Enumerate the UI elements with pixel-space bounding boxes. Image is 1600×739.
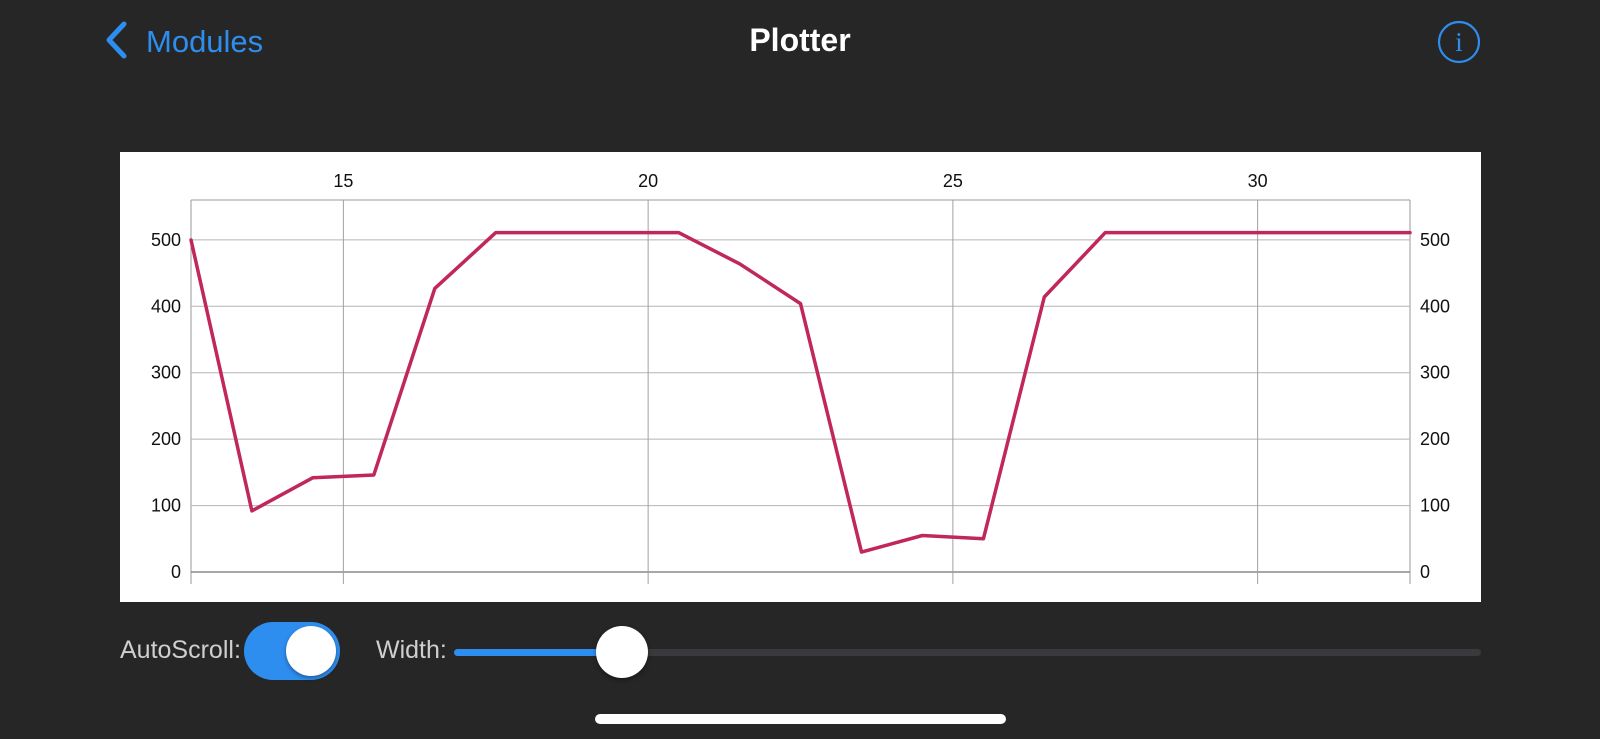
autoscroll-toggle[interactable] xyxy=(244,622,340,680)
back-button-label: Modules xyxy=(146,24,264,59)
slider-thumb[interactable] xyxy=(596,626,649,678)
y-tick-label-left: 0 xyxy=(171,562,181,582)
y-tick-label-right: 0 xyxy=(1420,562,1430,582)
grid xyxy=(190,199,1411,584)
x-tick-label: 25 xyxy=(943,171,963,191)
autoscroll-label: AutoScroll: xyxy=(120,636,241,664)
y-tick-label-left: 400 xyxy=(151,296,181,316)
y-tick-label-left: 100 xyxy=(151,496,181,516)
series-layer xyxy=(189,230,1412,554)
back-button[interactable]: Modules xyxy=(104,20,263,64)
plot-chart: 0 0 100 100 200 200 300 300 400 400 500 500 15 20 25 30 xyxy=(151,171,1450,584)
x-tick-label: 20 xyxy=(638,171,658,191)
chevron-left-icon xyxy=(104,21,130,64)
y-tick-label-left: 200 xyxy=(151,429,181,449)
info-button[interactable]: i xyxy=(1437,20,1481,64)
chart-panel: 0 0 100 100 200 200 300 300 400 400 500 500 15 20 25 30 xyxy=(120,152,1481,602)
y-tick-label-left: 500 xyxy=(151,230,181,250)
x-tick-label: 15 xyxy=(333,171,353,191)
page-title: Plotter xyxy=(749,22,851,58)
y-tick-label-right: 400 xyxy=(1420,296,1450,316)
y-tick-label-right: 300 xyxy=(1420,363,1450,383)
y-tick-label-left: 300 xyxy=(151,363,181,383)
y-tick-label-right: 100 xyxy=(1420,496,1450,516)
home-indicator xyxy=(595,714,1006,724)
width-label: Width: xyxy=(376,636,447,664)
y-tick-label-right: 200 xyxy=(1420,429,1450,449)
tick-labels: 0 0 100 100 200 200 300 300 400 400 500 500 15 20 25 30 xyxy=(151,171,1450,582)
width-slider[interactable] xyxy=(454,626,1481,678)
x-tick-label: 30 xyxy=(1248,171,1268,191)
info-glyph: i xyxy=(1455,27,1463,57)
y-tick-label-right: 500 xyxy=(1420,230,1450,250)
controls-bar: AutoScroll: Width: xyxy=(120,620,1481,680)
info-icon: i xyxy=(1437,20,1481,64)
slider-fill xyxy=(454,649,623,656)
series-line xyxy=(189,230,1412,554)
toggle-knob xyxy=(286,626,336,676)
slider-track xyxy=(454,649,1481,656)
